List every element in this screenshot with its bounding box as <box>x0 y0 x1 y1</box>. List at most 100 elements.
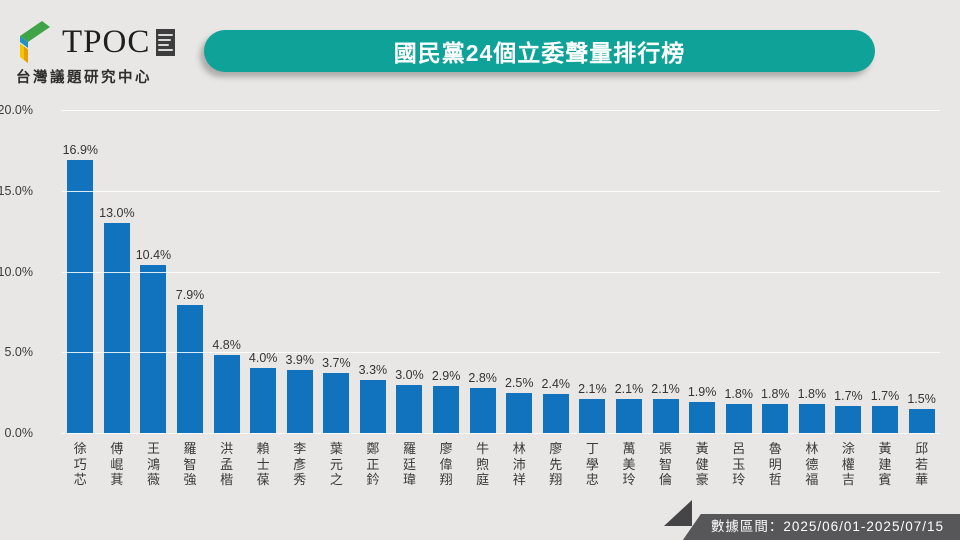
category-label-char: 偉 <box>439 456 453 472</box>
category-label-char: 之 <box>329 472 343 487</box>
bar-column: 1.8% <box>794 110 831 433</box>
category-label-char: 正 <box>366 456 380 472</box>
bar <box>396 384 423 433</box>
category-label-char: 學 <box>585 456 599 472</box>
category-label-char: 豪 <box>695 472 709 487</box>
bar-column: 2.5% <box>501 110 538 433</box>
bar-value-label: 3.3% <box>358 362 388 377</box>
category-label-char: 健 <box>695 456 709 472</box>
y-axis-tick-label: 15.0% <box>0 183 33 198</box>
bar <box>323 373 350 433</box>
category-label-char: 巧 <box>73 456 87 472</box>
bar <box>908 408 935 433</box>
category-label-char: 牛 <box>476 441 490 456</box>
bar-value-label: 2.1% <box>578 382 607 397</box>
bar-value-label: 4.8% <box>212 338 241 353</box>
category-label-char: 強 <box>183 472 197 487</box>
category-label-char: 孟 <box>220 456 234 472</box>
category-label: 黃建賓 <box>867 441 904 488</box>
bar-value-label: 1.8% <box>797 386 827 401</box>
title-banner: 國民黨24個立委聲量排行榜 <box>204 30 875 72</box>
bar <box>469 387 496 433</box>
category-label-char: 福 <box>805 472 819 487</box>
bar-value-label: 1.8% <box>761 386 790 401</box>
bar <box>579 399 606 433</box>
bar <box>250 368 277 433</box>
bar <box>542 394 569 433</box>
bar-column: 3.9% <box>281 110 318 433</box>
gridline <box>62 110 940 111</box>
category-label-char: 林 <box>512 441 526 456</box>
bar <box>872 405 898 433</box>
category-label: 王鴻薇 <box>135 441 172 488</box>
bar-value-label: 2.9% <box>431 369 461 384</box>
category-label-char: 翔 <box>549 472 563 487</box>
bar-value-label: 3.9% <box>285 353 315 368</box>
category-label-char: 智 <box>183 456 197 472</box>
bar-value-label: 2.5% <box>504 375 534 390</box>
category-label-char: 權 <box>841 456 855 472</box>
category-label-char: 沛 <box>512 456 526 472</box>
category-label-char: 萬 <box>622 441 636 456</box>
bar <box>506 392 533 433</box>
gridline <box>62 190 940 192</box>
y-axis-tick-label: 20.0% <box>0 103 33 117</box>
bar-column: 16.9% <box>62 110 99 433</box>
tpoc-seal-icon <box>156 28 176 56</box>
category-label-char: 吉 <box>841 472 855 487</box>
category-label-char: 葆 <box>256 472 270 487</box>
category-label: 廖偉翔 <box>428 441 465 488</box>
category-label-char: 王 <box>146 441 160 456</box>
category-labels-row: 徐巧芯傅崐萁王鴻薇羅智強洪孟楷賴士葆李彥秀葉元之鄭正鈐羅廷瑋廖偉翔牛煦庭林沛祥廖… <box>62 441 940 488</box>
gridline <box>62 271 940 273</box>
category-label-char: 羅 <box>183 441 197 456</box>
bar <box>103 223 130 433</box>
bar <box>835 405 862 433</box>
bar-value-label: 2.4% <box>541 377 571 392</box>
chart-title: 國民黨24個立委聲量排行榜 <box>393 40 686 66</box>
category-label: 萬美玲 <box>611 441 648 488</box>
category-label-char: 羅 <box>402 441 416 456</box>
bar-column: 4.8% <box>208 110 245 433</box>
bar-column: 1.5% <box>903 110 940 433</box>
y-axis-tick-label: 10.0% <box>0 264 33 279</box>
tpoc-brand-text: TPOC <box>62 24 151 60</box>
bar-value-label: 13.0% <box>99 206 135 221</box>
bar-column: 10.4% <box>135 110 172 433</box>
gridline <box>62 433 940 434</box>
category-label-char: 倫 <box>659 472 673 487</box>
category-label-char: 徐 <box>73 441 87 456</box>
category-label-char: 玉 <box>732 456 746 472</box>
category-label: 羅廷瑋 <box>391 441 428 488</box>
bar <box>213 355 240 433</box>
category-label-char: 翔 <box>439 472 453 487</box>
category-label-char: 邱 <box>915 441 929 456</box>
bar-column: 2.4% <box>538 110 575 433</box>
category-label-char: 秀 <box>293 472 307 487</box>
category-label-char: 華 <box>915 472 929 487</box>
category-label-char: 廖 <box>439 441 453 456</box>
bar-column: 1.7% <box>867 110 904 433</box>
category-label-char: 若 <box>915 456 929 472</box>
category-label-char: 哲 <box>768 472 782 487</box>
bar-column: 1.8% <box>757 110 794 433</box>
category-label-char: 智 <box>659 456 673 472</box>
bar-column: 13.0% <box>99 110 136 433</box>
category-label-char: 廖 <box>549 441 563 456</box>
category-label: 黃健豪 <box>684 441 721 488</box>
category-label-char: 建 <box>878 456 892 472</box>
bar <box>689 402 716 433</box>
category-label: 林德福 <box>794 441 831 488</box>
category-label-char: 李 <box>293 441 307 456</box>
bar-value-label: 10.4% <box>135 248 172 263</box>
bar <box>725 403 752 433</box>
bar-value-label: 1.9% <box>687 385 717 400</box>
bar-column: 1.9% <box>684 110 721 433</box>
category-label-char: 黃 <box>878 441 892 456</box>
category-label: 邱若華 <box>903 441 940 488</box>
bar <box>615 399 642 433</box>
category-label-char: 明 <box>768 456 782 472</box>
category-label-char: 鄭 <box>366 441 380 456</box>
bar-column: 2.1% <box>647 110 684 433</box>
category-label: 葉元之 <box>318 441 355 488</box>
